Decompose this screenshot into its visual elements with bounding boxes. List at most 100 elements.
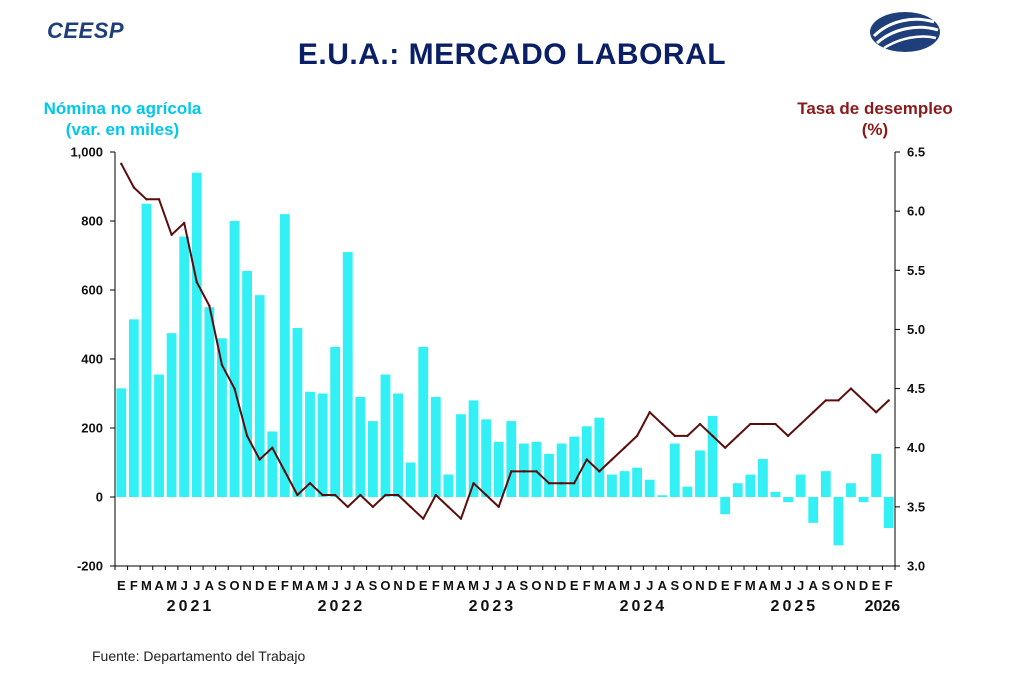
payroll-bar: [506, 421, 516, 497]
right-tick-label: 5.0: [907, 322, 925, 337]
payroll-bar: [569, 437, 579, 497]
payroll-bar: [607, 475, 617, 497]
year-label: 2023: [469, 598, 517, 615]
right-tick-label: 6.0: [907, 204, 925, 219]
month-label: M: [468, 578, 479, 593]
unemployment-point: [422, 517, 424, 519]
unemployment-point: [296, 494, 298, 496]
payroll-bar: [355, 397, 365, 497]
payroll-bar: [368, 421, 378, 497]
month-label: M: [166, 578, 177, 593]
month-label: M: [292, 578, 303, 593]
unemployment-point: [623, 447, 625, 449]
year-label: 2024: [620, 598, 668, 615]
month-label: A: [758, 578, 768, 593]
unemployment-point: [145, 198, 147, 200]
unemployment-point: [208, 305, 210, 307]
left-tick-label: 600: [81, 283, 103, 298]
payroll-bar: [720, 497, 730, 514]
payroll-bar: [771, 492, 781, 497]
left-tick-label: 1,000: [70, 145, 103, 160]
payroll-bar: [632, 468, 642, 497]
right-tick-label: 4.5: [907, 381, 925, 396]
payroll-bar: [557, 444, 567, 497]
unemployment-point: [309, 482, 311, 484]
month-label: A: [507, 578, 517, 593]
month-label: E: [872, 578, 881, 593]
unemployment-point: [573, 482, 575, 484]
month-label: J: [181, 578, 188, 593]
month-label: E: [570, 578, 579, 593]
month-label: D: [557, 578, 566, 593]
month-label: M: [317, 578, 328, 593]
payroll-bar: [116, 388, 126, 497]
month-label: J: [344, 578, 351, 593]
year-label: 2025: [771, 598, 819, 615]
month-label: M: [141, 578, 152, 593]
unemployment-point: [812, 411, 814, 413]
payroll-bar: [481, 419, 491, 497]
unemployment-point: [560, 482, 562, 484]
payroll-bar: [821, 471, 831, 497]
right-tick-label: 3.5: [907, 499, 925, 514]
unemployment-point: [183, 222, 185, 224]
month-label: F: [281, 578, 289, 593]
payroll-bar: [305, 392, 315, 497]
payroll-bar: [280, 214, 290, 497]
payroll-bar: [745, 475, 755, 497]
unemployment-point: [221, 364, 223, 366]
month-label: N: [846, 578, 855, 593]
month-label: A: [154, 578, 164, 593]
month-label: O: [380, 578, 390, 593]
unemployment-point: [762, 423, 764, 425]
payroll-bar: [418, 347, 428, 497]
left-tick-label: 800: [81, 214, 103, 229]
unemployment-point: [447, 506, 449, 508]
payroll-bar: [179, 237, 189, 497]
payroll-bar: [167, 333, 177, 497]
unemployment-point: [737, 435, 739, 437]
payroll-bar: [142, 204, 152, 497]
unemployment-point: [648, 411, 650, 413]
payroll-bar: [192, 173, 202, 497]
unemployment-point: [711, 435, 713, 437]
month-label: F: [583, 578, 591, 593]
month-label: J: [633, 578, 640, 593]
unemployment-point: [787, 435, 789, 437]
payroll-bar: [532, 442, 542, 497]
month-label: J: [797, 578, 804, 593]
unemployment-point: [674, 435, 676, 437]
month-label: A: [809, 578, 819, 593]
unemployment-point: [271, 447, 273, 449]
month-label: A: [205, 578, 215, 593]
right-tick-label: 6.5: [907, 145, 925, 160]
month-label: J: [332, 578, 339, 593]
payroll-bar: [381, 375, 391, 497]
year-label: 2022: [318, 598, 366, 615]
unemployment-point: [284, 470, 286, 472]
unemployment-point: [699, 423, 701, 425]
unemployment-point: [548, 482, 550, 484]
payroll-bar: [242, 271, 252, 497]
payroll-bar: [129, 319, 139, 497]
left-tick-label: 200: [81, 421, 103, 436]
payroll-bar: [808, 497, 818, 523]
unemployment-point: [686, 435, 688, 437]
left-tick-label: -200: [77, 559, 103, 574]
month-label: J: [646, 578, 653, 593]
month-label: M: [770, 578, 781, 593]
month-label: F: [130, 578, 138, 593]
month-label: S: [218, 578, 227, 593]
month-label: J: [495, 578, 502, 593]
unemployment-point: [598, 470, 600, 472]
payroll-bar: [343, 252, 353, 497]
unemployment-point: [825, 399, 827, 401]
year-label: 2026: [865, 598, 901, 615]
right-tick-label: 4.0: [907, 440, 925, 455]
unemployment-point: [749, 423, 751, 425]
unemployment-point: [611, 458, 613, 460]
payroll-bar: [204, 307, 214, 497]
unemployment-point: [133, 186, 135, 188]
month-label: S: [520, 578, 529, 593]
unemployment-point: [435, 494, 437, 496]
